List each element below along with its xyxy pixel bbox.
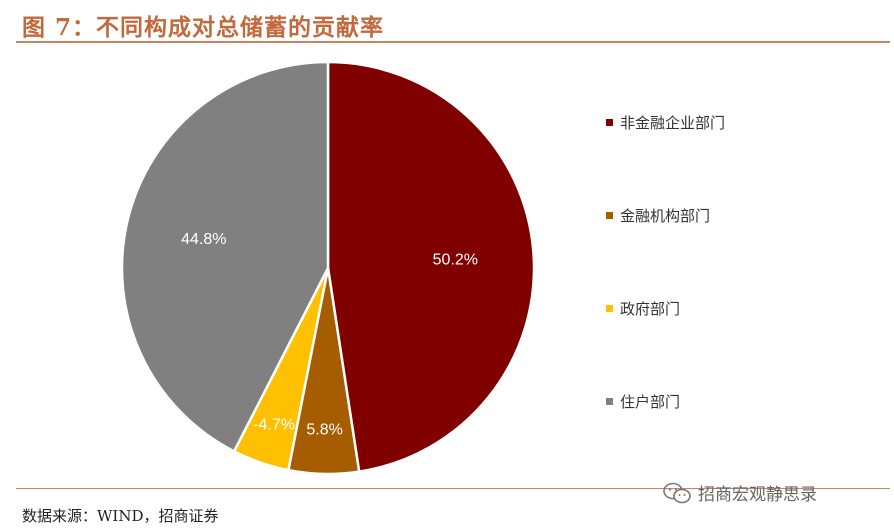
legend-label: 非金融企业部门 — [620, 114, 725, 132]
data-label: 50.2% — [433, 251, 478, 268]
data-label: 5.8% — [306, 422, 342, 439]
legend-label: 住户部门 — [620, 393, 680, 411]
legend-swatch — [606, 398, 613, 405]
wechat-icon — [663, 482, 691, 503]
legend-swatch — [606, 305, 613, 312]
legend-label: 金融机构部门 — [620, 207, 710, 225]
pie-chart: 50.2% 5.8% -4.7% 44.8% 非金融企业部门金融机构部门政府部门住户部… — [120, 60, 725, 476]
pie-slices — [120, 60, 536, 476]
legend-label: 政府部门 — [620, 300, 680, 318]
figure-title: 图 7：不同构成对总储蓄的贡献率 — [22, 14, 385, 41]
data-label: -4.7% — [253, 417, 295, 434]
watermark: 招商宏观静思录 — [662, 480, 817, 505]
legend-swatch — [606, 212, 613, 219]
pie-slice — [326, 60, 536, 474]
watermark-text: 招商宏观静思录 — [698, 485, 817, 505]
footer-divider — [16, 488, 890, 489]
data-label: 44.8% — [181, 231, 226, 248]
title-divider — [16, 41, 890, 43]
source-note: 数据来源：WIND，招商证券 — [22, 507, 219, 525]
pie-slice — [120, 60, 330, 454]
pie-data-labels: 50.2% 5.8% -4.7% 44.8% — [181, 231, 478, 439]
legend-swatch — [606, 119, 613, 126]
